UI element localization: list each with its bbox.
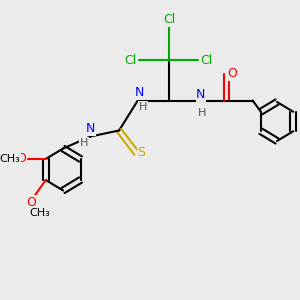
Text: Cl: Cl (124, 53, 137, 67)
Text: H: H (198, 107, 207, 118)
Text: H: H (139, 101, 147, 112)
Text: N: N (86, 122, 95, 136)
Text: N: N (196, 88, 206, 101)
Text: O: O (26, 196, 36, 209)
Text: O: O (16, 152, 26, 166)
Text: CH₃: CH₃ (0, 154, 20, 164)
Text: H: H (80, 137, 88, 148)
Text: O: O (227, 67, 237, 80)
Text: Cl: Cl (200, 53, 213, 67)
Text: Cl: Cl (163, 13, 176, 26)
Text: S: S (137, 146, 146, 160)
Text: N: N (134, 86, 144, 100)
Text: CH₃: CH₃ (30, 208, 50, 218)
